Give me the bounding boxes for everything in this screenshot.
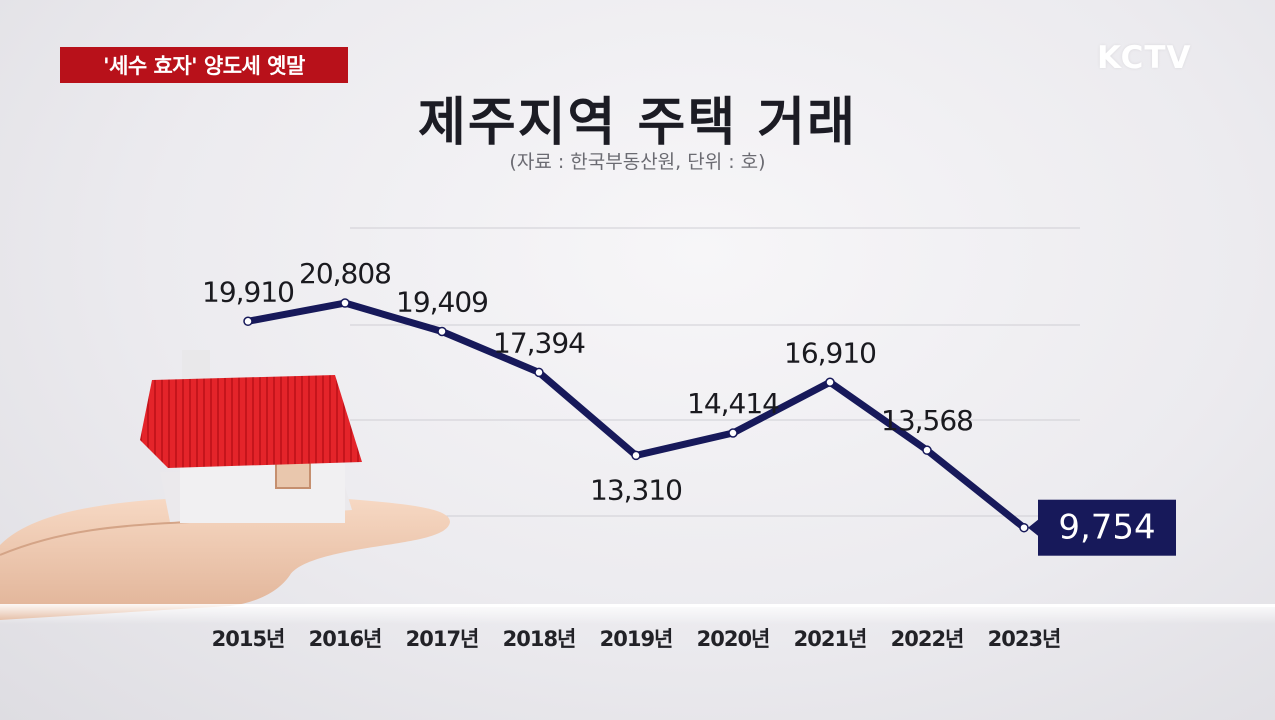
data-label: 9,754 bbox=[1058, 508, 1155, 548]
data-point bbox=[243, 316, 253, 327]
chart-subtitle: (자료 : 한국부동산원, 단위 : 호) bbox=[509, 151, 766, 173]
data-label: 17,394 bbox=[493, 326, 585, 359]
x-tick-label: 2023년 bbox=[988, 627, 1061, 651]
data-point bbox=[340, 298, 350, 308]
data-label: 13,568 bbox=[881, 404, 973, 437]
highlight-pointer bbox=[1028, 519, 1038, 536]
floor-highlight bbox=[0, 604, 1275, 624]
data-point bbox=[728, 428, 738, 438]
data-label: 19,409 bbox=[396, 285, 488, 318]
data-label: 14,414 bbox=[687, 387, 779, 420]
x-tick-label: 2015년 bbox=[212, 627, 285, 651]
data-point bbox=[922, 445, 932, 455]
kctv-logo: KCTV bbox=[1097, 40, 1192, 76]
x-tick-label: 2022년 bbox=[891, 627, 964, 651]
x-tick-label: 2021년 bbox=[794, 627, 867, 651]
highlight-box bbox=[1038, 499, 1176, 556]
data-point bbox=[437, 326, 447, 337]
house-roof-icon bbox=[140, 375, 362, 468]
x-tick-label: 2016년 bbox=[309, 627, 382, 651]
data-label: 13,310 bbox=[590, 473, 682, 506]
data-point bbox=[534, 367, 544, 378]
data-point bbox=[1019, 522, 1029, 533]
x-tick-label: 2018년 bbox=[503, 627, 576, 651]
data-point bbox=[825, 377, 835, 388]
news-badge: '세수 효자' 양도세 옛말 bbox=[60, 47, 348, 83]
chimney-icon bbox=[182, 350, 210, 380]
data-point bbox=[631, 450, 641, 461]
x-tick-label: 2019년 bbox=[600, 627, 673, 651]
data-label: 19,910 bbox=[202, 275, 294, 308]
hand-house-illustration bbox=[0, 350, 450, 620]
x-tick-label: 2017년 bbox=[406, 627, 479, 651]
chart-title: 제주지역 주택 거래 bbox=[418, 93, 857, 153]
grid-lines bbox=[350, 227, 1080, 517]
x-tick-label: 2020년 bbox=[697, 627, 770, 651]
data-label: 20,808 bbox=[299, 257, 391, 290]
data-label: 16,910 bbox=[784, 336, 876, 369]
